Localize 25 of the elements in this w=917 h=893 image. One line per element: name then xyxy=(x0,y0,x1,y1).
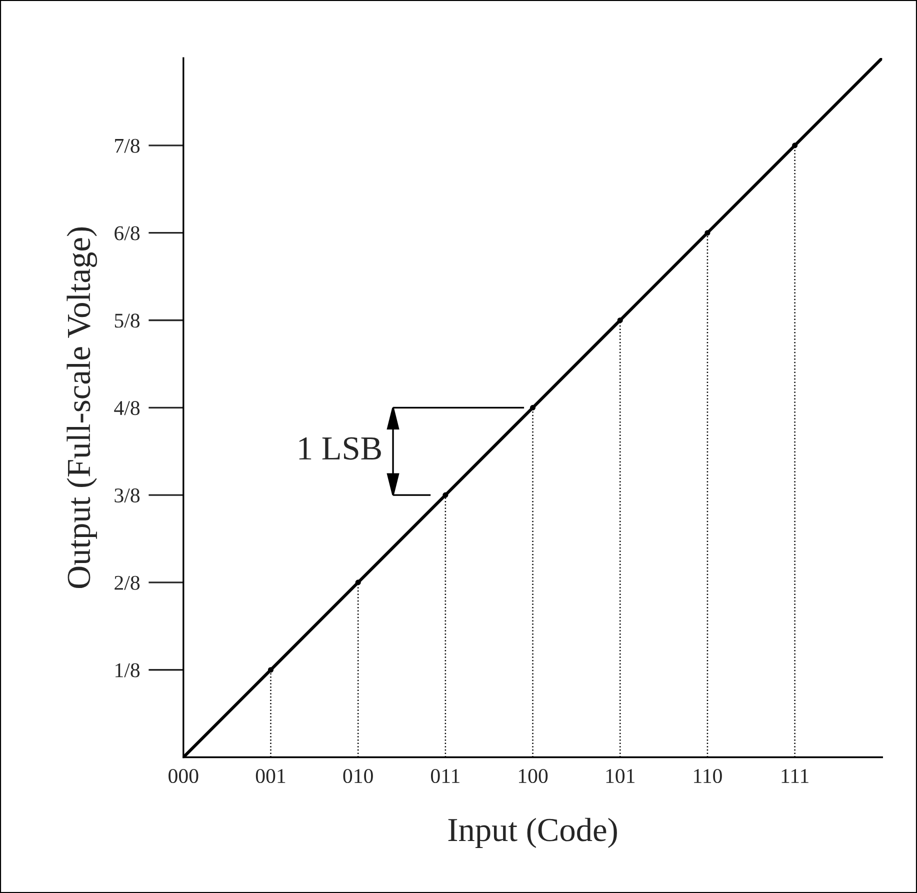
y-tick-label: 5/8 xyxy=(114,314,140,328)
y-tick-label: 1/8 xyxy=(116,663,140,678)
x-tick-label: 111 xyxy=(782,769,808,783)
x-tick-label: 011 xyxy=(430,768,460,784)
point xyxy=(704,230,710,236)
y-tick-label: 3/8 xyxy=(114,488,140,502)
y-tick-label: 4/8 xyxy=(114,401,140,416)
point xyxy=(792,142,798,148)
point xyxy=(268,667,274,673)
x-tick-label: 010 xyxy=(343,768,373,784)
x-tick-label: 000 xyxy=(168,768,198,784)
y-tick-label: 7/8 xyxy=(115,138,140,153)
x-tick-label: 110 xyxy=(694,768,722,784)
x-tick-label: 100 xyxy=(518,768,548,784)
y-axis-title: Output (Full-scale Voltage) xyxy=(66,227,98,588)
point xyxy=(617,317,623,324)
x-axis-title: Input (Code) xyxy=(448,818,617,848)
point xyxy=(530,404,536,410)
point xyxy=(355,580,361,586)
x-tick-label: 101 xyxy=(606,768,634,784)
point xyxy=(442,492,448,498)
y-tick-label: 6/8 xyxy=(114,226,140,240)
x-tick-label: 001 xyxy=(256,768,286,784)
annotation: 1 LSB xyxy=(299,437,381,460)
y-tick-label: 2/8 xyxy=(114,576,140,590)
